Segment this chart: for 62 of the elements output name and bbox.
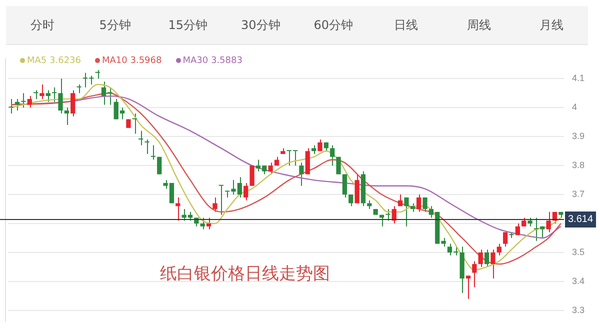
candlestick	[490, 249, 496, 280]
y-tick-label: 3.4	[572, 276, 585, 286]
candlestick	[144, 139, 150, 154]
candlestick	[478, 249, 483, 268]
candlestick	[472, 260, 477, 288]
candlestick	[21, 92, 26, 108]
text: 分时	[29, 17, 56, 34]
candlestick	[546, 211, 551, 233]
y-tick-label: 3.7	[572, 189, 585, 200]
candlestick	[404, 196, 409, 227]
text: 日线	[393, 17, 420, 34]
candlestick	[206, 217, 212, 230]
text: 月线	[538, 17, 565, 34]
candlestick	[176, 196, 180, 222]
y-tick-label: 3.3	[572, 304, 585, 315]
candlestick	[305, 148, 310, 175]
text: 周线	[466, 17, 492, 34]
candlestick	[466, 275, 471, 300]
legend-label: MA30 3.5883	[182, 56, 242, 66]
candlestick	[268, 162, 273, 175]
candlestick	[502, 232, 508, 248]
candlestick	[70, 90, 76, 117]
candlestick	[8, 98, 14, 114]
candlestick	[299, 162, 304, 186]
candlestick	[250, 165, 254, 186]
candlestick	[244, 182, 248, 201]
candlestick	[496, 243, 502, 256]
ref-line-label: 3.614	[568, 214, 594, 226]
candlestick	[40, 84, 44, 100]
text: 5分钟	[98, 17, 132, 34]
candlestick	[150, 144, 156, 160]
candlestick	[58, 78, 63, 114]
candlestick	[336, 156, 341, 175]
candlestick	[200, 217, 205, 230]
candlestick	[46, 90, 50, 102]
legend-label: MA10 3.5968	[102, 56, 162, 66]
candlestick	[386, 208, 390, 222]
candlestick	[330, 144, 335, 166]
text: 15分钟	[167, 17, 209, 34]
candlestick	[52, 86, 57, 102]
candlestick	[348, 194, 354, 207]
candlestick	[138, 130, 144, 146]
text: 30分钟	[240, 17, 282, 34]
candlestick	[157, 156, 162, 175]
text: 纸白银价格日线走势图	[160, 263, 330, 285]
candlestick	[64, 107, 70, 126]
candlestick	[218, 184, 224, 216]
candlestick	[342, 174, 348, 198]
legend-label: MA5 3.6236	[27, 56, 81, 66]
y-tick-label: 4.1	[572, 73, 585, 84]
candlestick	[354, 174, 360, 204]
y-tick-label: 4	[572, 102, 578, 112]
candlestick	[132, 112, 137, 134]
y-tick-label: 3.5	[572, 246, 585, 257]
candlestick	[212, 196, 218, 212]
text: 60分钟	[312, 17, 354, 34]
y-tick-label: 3.8	[572, 160, 585, 170]
candlestick	[484, 249, 490, 268]
y-tick-label: 3.9	[572, 131, 585, 142]
candlestick	[422, 196, 428, 212]
candlestick	[416, 194, 422, 212]
candlestick	[27, 96, 32, 108]
